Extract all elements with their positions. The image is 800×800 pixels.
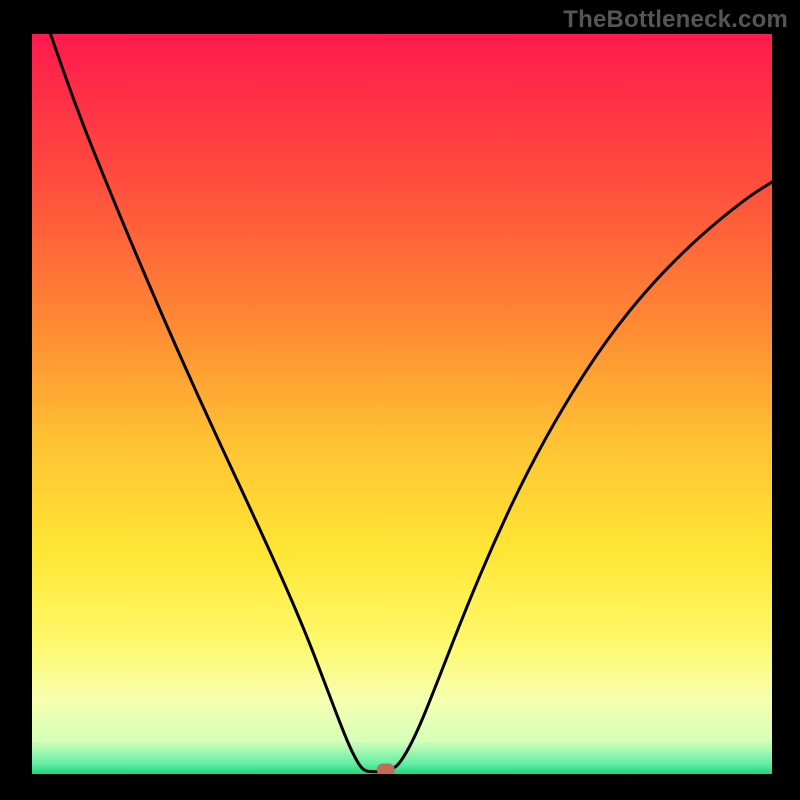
chart-container: TheBottleneck.com <box>0 0 800 800</box>
gradient-background <box>32 34 772 774</box>
chart-svg <box>32 34 772 774</box>
optimal-marker <box>377 764 395 774</box>
plot-area <box>32 34 772 774</box>
watermark-text: TheBottleneck.com <box>563 6 788 34</box>
